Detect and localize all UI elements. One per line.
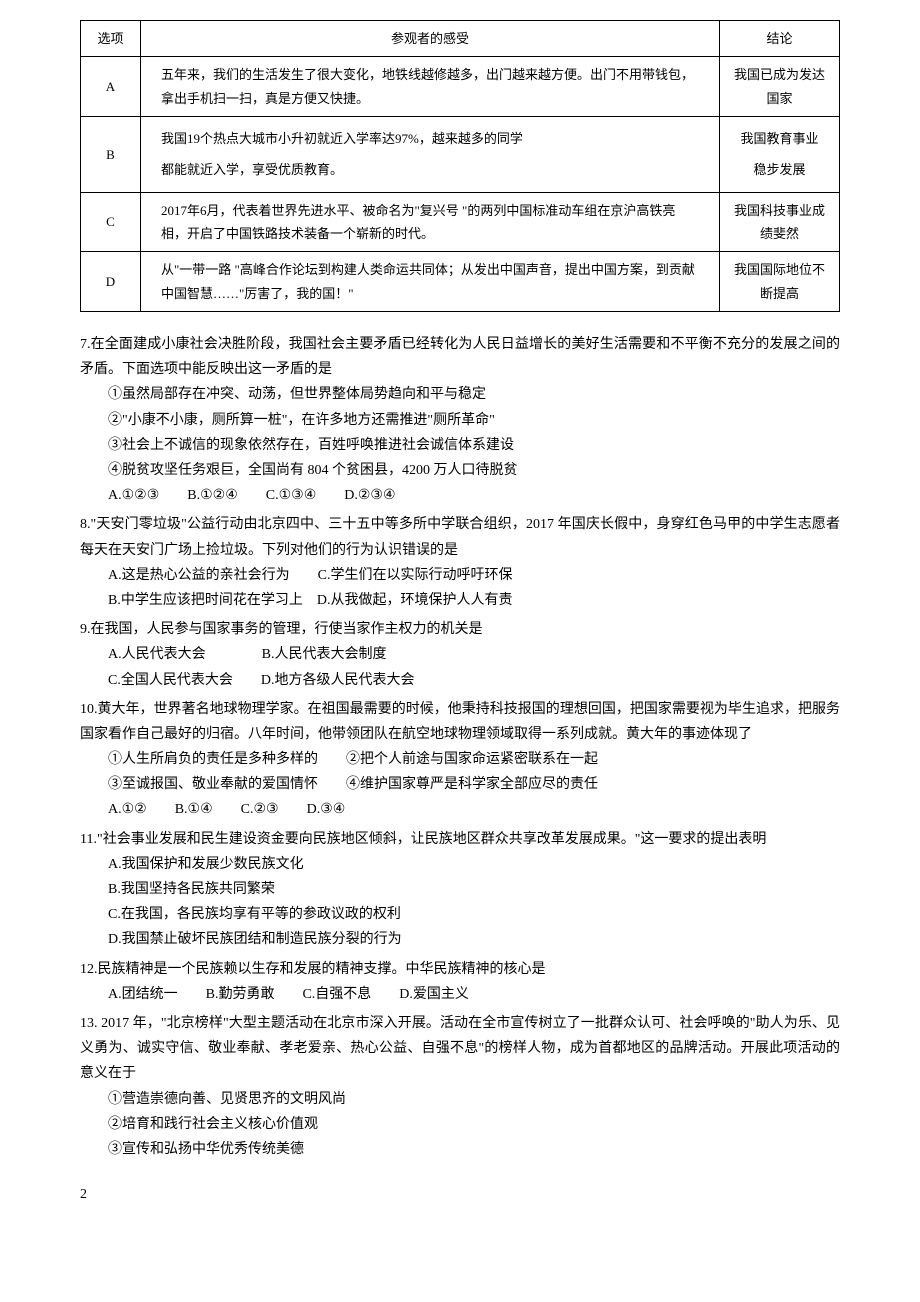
q7-opt3: ③社会上不诚信的现象依然存在，百姓呼唤推进社会诚信体系建设: [80, 433, 840, 458]
q13-opt1: ①营造崇德向善、见贤思齐的文明风尚: [80, 1087, 840, 1112]
cell-feeling-line1: 我国19个热点大城市小升初就近入学率达97%，越来越多的同学: [161, 123, 699, 154]
q9-b: C.全国人民代表大会 D.地方各级人民代表大会: [80, 668, 840, 693]
cell-conclusion: 我国教育事业 稳步发展: [720, 117, 840, 192]
options-table: 选项 参观者的感受 结论 A 五年来，我们的生活发生了很大变化，地铁线越修越多，…: [80, 20, 840, 312]
q8-a: A.这是热心公益的亲社会行为 C.学生们在以实际行动呼吁环保: [80, 563, 840, 588]
q11-text: 11."社会事业发展和民生建设资金要向民族地区倾斜，让民族地区群众共享改革发展成…: [80, 827, 840, 852]
q10-answers: A.①② B.①④ C.②③ D.③④: [80, 797, 840, 822]
cell-conclusion: 我国科技事业成绩斐然: [720, 192, 840, 252]
table-row: B 我国19个热点大城市小升初就近入学率达97%，越来越多的同学 都能就近入学，…: [81, 117, 840, 192]
table-row: A 五年来，我们的生活发生了很大变化，地铁线越修越多，出门越来越方便。出门不用带…: [81, 57, 840, 117]
q11-a: A.我国保护和发展少数民族文化: [80, 852, 840, 877]
q8-text: 8."天安门零垃圾"公益行动由北京四中、三十五中等多所中学联合组织，2017 年…: [80, 512, 840, 562]
th-feeling: 参观者的感受: [141, 21, 720, 57]
cell-conclusion-line2: 稳步发展: [730, 154, 829, 185]
q11-d: D.我国禁止破坏民族团结和制造民族分裂的行为: [80, 927, 840, 952]
question-9: 9.在我国，人民参与国家事务的管理，行使当家作主权力的机关是 A.人民代表大会 …: [80, 617, 840, 693]
question-8: 8."天安门零垃圾"公益行动由北京四中、三十五中等多所中学联合组织，2017 年…: [80, 512, 840, 613]
cell-conclusion: 我国国际地位不断提高: [720, 252, 840, 312]
q10-opt1: ①人生所肩负的责任是多种多样的 ②把个人前途与国家命运紧密联系在一起: [80, 747, 840, 772]
question-13: 13. 2017 年，"北京榜样"大型主题活动在北京市深入开展。活动在全市宣传树…: [80, 1011, 840, 1162]
q11-c: C.在我国，各民族均享有平等的参政议政的权利: [80, 902, 840, 927]
q8-b: B.中学生应该把时间花在学习上 D.从我做起，环境保护人人有责: [80, 588, 840, 613]
cell-conclusion-line1: 我国教育事业: [730, 123, 829, 154]
table-row: D 从"一带一路 "高峰合作论坛到构建人类命运共同体；从发出中国声音，提出中国方…: [81, 252, 840, 312]
cell-feeling-line2: 都能就近入学，享受优质教育。: [161, 154, 699, 185]
th-conclusion: 结论: [720, 21, 840, 57]
table-row: C 2017年6月，代表着世界先进水平、被命名为"复兴号 "的两列中国标准动车组…: [81, 192, 840, 252]
th-option: 选项: [81, 21, 141, 57]
question-12: 12.民族精神是一个民族赖以生存和发展的精神支撑。中华民族精神的核心是 A.团结…: [80, 957, 840, 1007]
q11-b: B.我国坚持各民族共同繁荣: [80, 877, 840, 902]
q12-text: 12.民族精神是一个民族赖以生存和发展的精神支撑。中华民族精神的核心是: [80, 957, 840, 982]
cell-option: C: [81, 192, 141, 252]
cell-feeling: 我国19个热点大城市小升初就近入学率达97%，越来越多的同学 都能就近入学，享受…: [141, 117, 720, 192]
q7-text: 7.在全面建成小康社会决胜阶段，我国社会主要矛盾已经转化为人民日益增长的美好生活…: [80, 332, 840, 382]
q7-opt2: ②"小康不小康，厕所算一桩"，在许多地方还需推进"厕所革命": [80, 408, 840, 433]
question-7: 7.在全面建成小康社会决胜阶段，我国社会主要矛盾已经转化为人民日益增长的美好生活…: [80, 332, 840, 508]
q9-a: A.人民代表大会 B.人民代表大会制度: [80, 642, 840, 667]
q7-opt1: ①虽然局部存在冲突、动荡，但世界整体局势趋向和平与稳定: [80, 382, 840, 407]
q13-opt2: ②培育和践行社会主义核心价值观: [80, 1112, 840, 1137]
q13-text: 13. 2017 年，"北京榜样"大型主题活动在北京市深入开展。活动在全市宣传树…: [80, 1011, 840, 1087]
cell-option: B: [81, 117, 141, 192]
q7-opt4: ④脱贫攻坚任务艰巨，全国尚有 804 个贫困县，4200 万人口待脱贫: [80, 458, 840, 483]
cell-option: A: [81, 57, 141, 117]
q13-opt3: ③宣传和弘扬中华优秀传统美德: [80, 1137, 840, 1162]
cell-feeling: 从"一带一路 "高峰合作论坛到构建人类命运共同体；从发出中国声音，提出中国方案，…: [141, 252, 720, 312]
question-11: 11."社会事业发展和民生建设资金要向民族地区倾斜，让民族地区群众共享改革发展成…: [80, 827, 840, 953]
q10-text: 10.黄大年，世界著名地球物理学家。在祖国最需要的时候，他秉持科技报国的理想回国…: [80, 697, 840, 747]
cell-feeling: 2017年6月，代表着世界先进水平、被命名为"复兴号 "的两列中国标准动车组在京…: [141, 192, 720, 252]
question-10: 10.黄大年，世界著名地球物理学家。在祖国最需要的时候，他秉持科技报国的理想回国…: [80, 697, 840, 823]
cell-feeling: 五年来，我们的生活发生了很大变化，地铁线越修越多，出门越来越方便。出门不用带钱包…: [141, 57, 720, 117]
q10-opt2: ③至诚报国、敬业奉献的爱国情怀 ④维护国家尊严是科学家全部应尽的责任: [80, 772, 840, 797]
cell-conclusion: 我国已成为发达国家: [720, 57, 840, 117]
cell-option: D: [81, 252, 141, 312]
page-number: 2: [80, 1182, 840, 1207]
q12-answers: A.团结统一 B.勤劳勇敢 C.自强不息 D.爱国主义: [80, 982, 840, 1007]
q7-answers: A.①②③ B.①②④ C.①③④ D.②③④: [80, 483, 840, 508]
q9-text: 9.在我国，人民参与国家事务的管理，行使当家作主权力的机关是: [80, 617, 840, 642]
